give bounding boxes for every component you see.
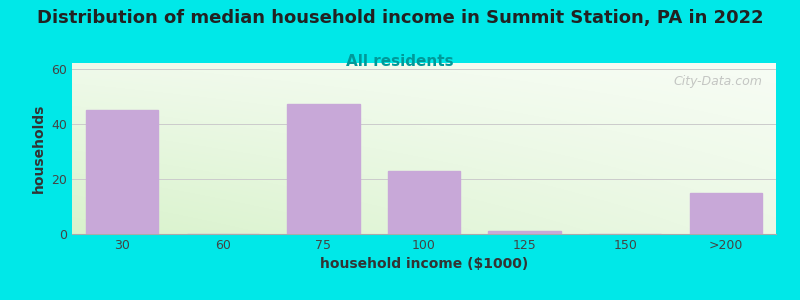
Bar (488, 231, 561, 234)
Bar (690, 193, 762, 234)
Text: Distribution of median household income in Summit Station, PA in 2022: Distribution of median household income … (37, 9, 763, 27)
X-axis label: household income ($1000): household income ($1000) (320, 257, 528, 272)
Y-axis label: households: households (32, 104, 46, 193)
Text: All residents: All residents (346, 54, 454, 69)
Bar (86, 110, 158, 234)
Bar (287, 104, 360, 234)
Text: City-Data.com: City-Data.com (673, 75, 762, 88)
Bar (388, 171, 460, 234)
